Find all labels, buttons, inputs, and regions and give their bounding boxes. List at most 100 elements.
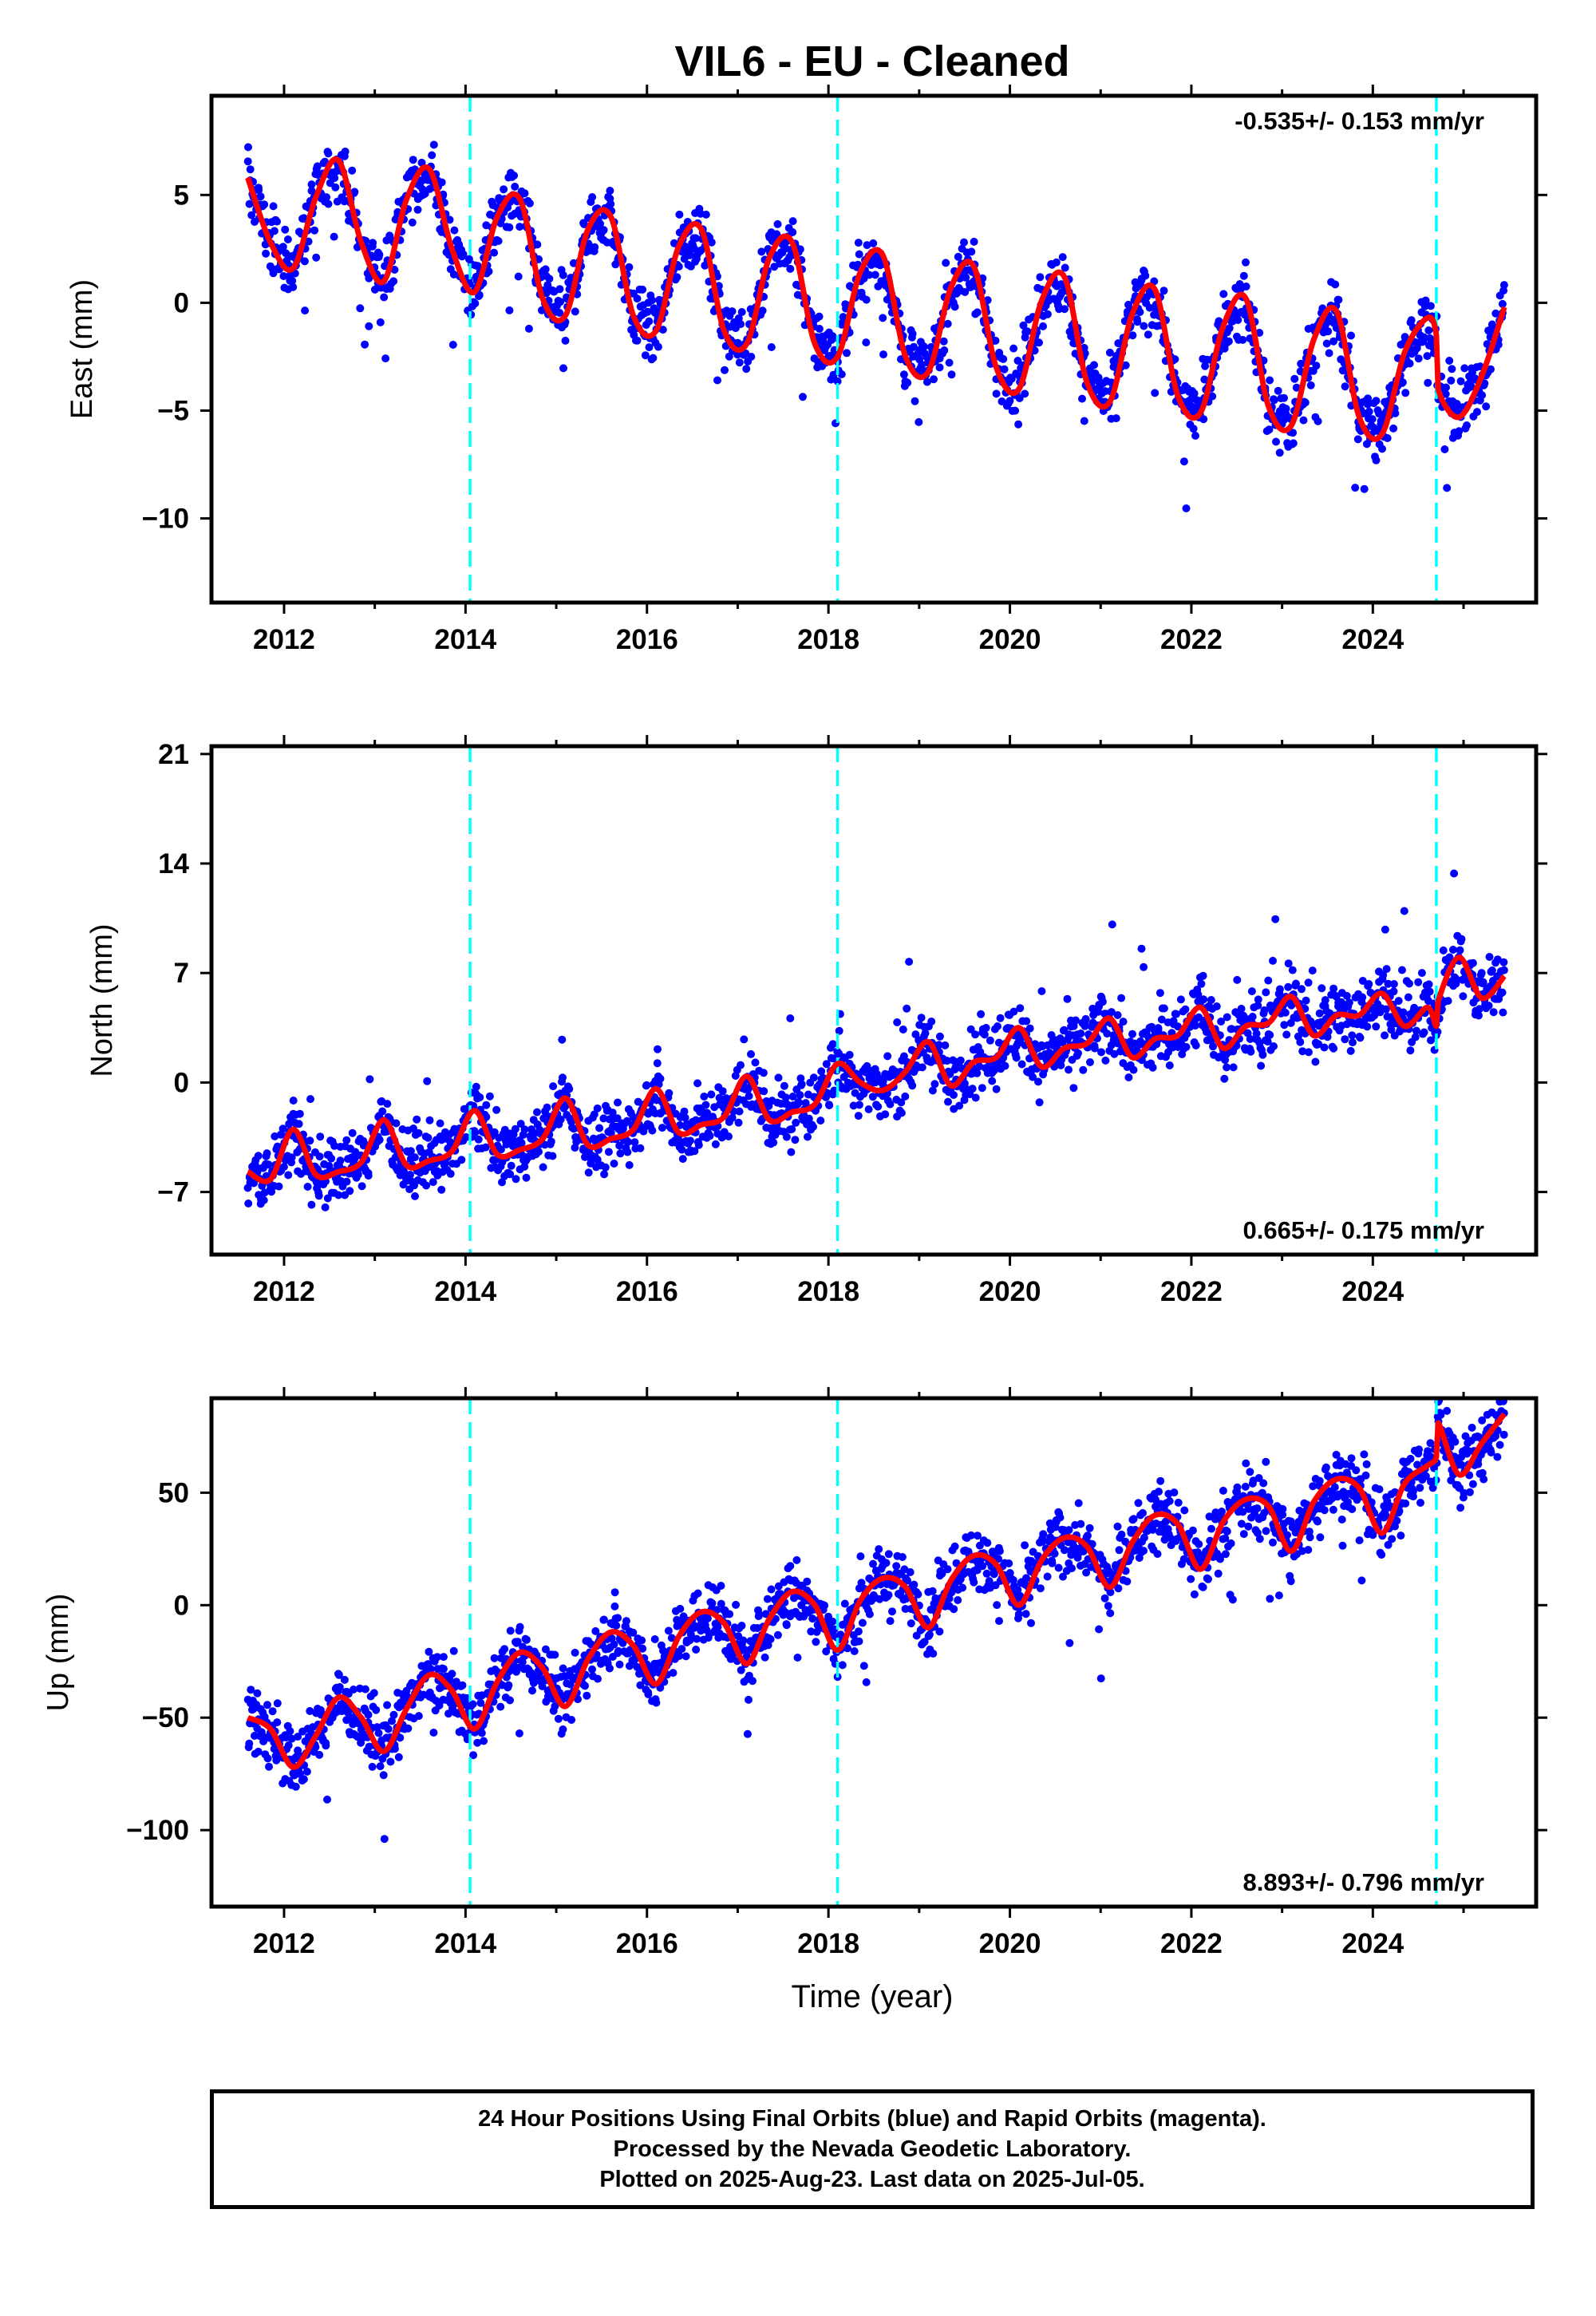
north-point (829, 1054, 838, 1063)
up-point (925, 1630, 934, 1639)
north-point (804, 1132, 812, 1141)
north-point (788, 1124, 796, 1133)
east-point (1225, 324, 1234, 333)
east-point (757, 247, 766, 256)
east-point (448, 341, 457, 349)
north-point (905, 958, 914, 966)
north-point (1349, 1038, 1357, 1047)
east-point (1445, 357, 1454, 365)
east-point (871, 271, 879, 279)
east-point (1329, 337, 1338, 346)
east-point (1443, 484, 1452, 492)
east-point (1043, 310, 1052, 318)
north-point (1499, 1008, 1507, 1017)
up-point (500, 1645, 509, 1654)
east-point (1389, 424, 1398, 433)
up-point (559, 1664, 567, 1673)
north-point (1387, 1026, 1396, 1034)
east-point (606, 187, 614, 195)
up-point (404, 1724, 413, 1733)
north-point (1252, 1030, 1261, 1038)
up-point (1043, 1572, 1052, 1581)
north-x-tick-label: 2020 (979, 1276, 1041, 1307)
north-point (1499, 958, 1508, 966)
up-point (974, 1531, 982, 1540)
north-point (306, 1136, 314, 1145)
east-point (638, 285, 647, 294)
north-point (692, 1116, 700, 1124)
north-point (881, 1110, 890, 1119)
up-point (574, 1695, 582, 1704)
up-point (610, 1602, 619, 1611)
east-point (1324, 327, 1333, 336)
east-point (862, 295, 871, 304)
up-point (263, 1701, 271, 1709)
north-point (595, 1124, 604, 1132)
up-point (958, 1583, 967, 1592)
east-point (1144, 330, 1152, 339)
north-point (1280, 1021, 1289, 1030)
north-point (1459, 992, 1468, 1001)
north-point (1129, 1065, 1138, 1074)
north-point (1456, 946, 1464, 954)
north-point (883, 1052, 892, 1061)
east-point (269, 269, 278, 278)
up-point (1079, 1547, 1088, 1555)
north-point (1113, 1011, 1122, 1019)
north-point (410, 1153, 419, 1162)
east-point (1423, 352, 1432, 361)
north-point (725, 1132, 733, 1140)
north-point (482, 1101, 491, 1109)
north-point (1212, 1002, 1221, 1010)
east-point (1080, 417, 1088, 425)
north-point (548, 1152, 557, 1160)
east-point (1280, 393, 1288, 402)
east-point (281, 225, 290, 234)
east-point (511, 182, 519, 191)
north-point (711, 1140, 720, 1148)
east-point (1365, 407, 1373, 416)
east-point (1015, 394, 1024, 402)
east-point (833, 377, 842, 385)
east-point (649, 354, 658, 362)
north-point (809, 1073, 818, 1082)
east-point (945, 358, 954, 367)
north-point (636, 1144, 645, 1152)
north-point (522, 1173, 531, 1182)
up-point (713, 1622, 722, 1631)
up-point (1068, 1564, 1076, 1573)
east-point (1265, 425, 1274, 434)
east-point (1191, 432, 1199, 440)
up-point (302, 1767, 311, 1776)
east-point (1035, 338, 1043, 347)
east-point (365, 322, 373, 330)
north-point (1487, 966, 1496, 974)
up-point (678, 1645, 686, 1654)
north-point (1176, 995, 1185, 1004)
east-point (1179, 457, 1188, 466)
north-point (520, 1125, 529, 1134)
north-point (781, 1093, 790, 1102)
north-point (294, 1120, 303, 1128)
north-point (436, 1119, 444, 1128)
east-point (1441, 389, 1450, 398)
up-point (559, 1725, 567, 1733)
east-point (1499, 281, 1508, 290)
east-point (633, 294, 642, 303)
east-point (288, 276, 297, 285)
east-point (1141, 271, 1150, 280)
east-point (1272, 437, 1280, 446)
east-point (1467, 382, 1476, 391)
east-point (1190, 389, 1199, 397)
up-points (243, 1398, 1508, 1844)
north-point (956, 1056, 965, 1065)
east-point (599, 226, 608, 235)
up-point (950, 1542, 959, 1551)
east-point (301, 306, 310, 315)
east-point (389, 277, 398, 286)
up-point (928, 1587, 937, 1595)
up-point (652, 1698, 661, 1707)
east-point (675, 210, 684, 219)
east-point (879, 350, 887, 359)
